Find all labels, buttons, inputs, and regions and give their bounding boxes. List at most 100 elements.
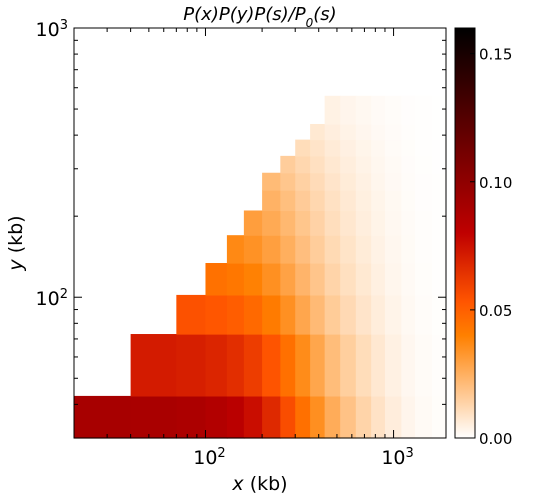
heatmap-cell <box>324 139 341 157</box>
heatmap-cell <box>431 235 447 264</box>
y-axis-label: y (kb) <box>5 215 27 271</box>
heatmap-cell <box>280 190 296 212</box>
heatmap-cell <box>384 139 402 157</box>
heatmap-cell <box>384 123 402 141</box>
heatmap-cell <box>205 395 228 439</box>
heatmap-cell <box>176 395 207 439</box>
heatmap-cell <box>340 123 357 141</box>
heatmap-cell <box>415 235 433 264</box>
heatmap-cell <box>226 263 245 296</box>
heatmap-cell <box>401 172 416 191</box>
heatmap-cell <box>130 334 177 397</box>
heatmap-cell <box>355 95 372 125</box>
heatmap-cell <box>355 190 372 212</box>
heatmap-cell <box>371 334 386 397</box>
heatmap-cell <box>384 294 402 335</box>
x-axis-label: x (kb) <box>231 473 287 495</box>
heatmap-cell <box>310 334 326 397</box>
heatmap-cell <box>431 155 447 174</box>
heatmap-cell <box>176 334 207 397</box>
heatmap-cell <box>415 190 433 212</box>
heatmap-cell <box>280 263 296 296</box>
heatmap-cell <box>340 395 357 439</box>
heatmap-cell <box>310 235 326 264</box>
heatmap-cell <box>295 210 311 236</box>
heatmap-cell <box>415 155 433 174</box>
heatmap-cell <box>340 155 357 174</box>
heatmap-cell <box>401 294 416 335</box>
heatmap-cell <box>431 123 447 141</box>
heatmap-cell <box>205 263 228 296</box>
heatmap-cell <box>415 95 433 125</box>
heatmap-cell <box>262 263 281 296</box>
heatmap-cell <box>280 294 296 335</box>
heatmap-cell <box>401 263 416 296</box>
heatmap-cell <box>295 294 311 335</box>
axis-ticks: 102 103 102 103 <box>36 18 446 470</box>
heatmap-cell <box>340 95 357 125</box>
heatmap-cell <box>226 395 245 439</box>
heatmap-cell <box>355 294 372 335</box>
colorbar-tick-label: 0.15 <box>479 46 512 64</box>
heatmap-cell <box>295 334 311 397</box>
heatmap-cell <box>324 172 341 191</box>
heatmap-cell <box>384 235 402 264</box>
x-tick-label: 103 <box>381 446 413 470</box>
heatmap-cell <box>371 263 386 296</box>
heatmap-cell <box>243 210 263 236</box>
heatmap-cell <box>226 235 245 264</box>
heatmap-cell <box>340 334 357 397</box>
heatmap-cell <box>431 139 447 157</box>
heatmap-cell <box>310 123 326 141</box>
heatmap-cell <box>384 263 402 296</box>
heatmap-cell <box>415 334 433 397</box>
heatmap-cell <box>371 95 386 125</box>
heatmap-cell <box>384 334 402 397</box>
heatmap-cell <box>384 395 402 439</box>
heatmap-cell <box>262 395 281 439</box>
heatmap-cell <box>431 172 447 191</box>
heatmap-cell <box>415 123 433 141</box>
heatmap-cell <box>371 294 386 335</box>
heatmap-cell <box>415 172 433 191</box>
colorbar-tick-label: 0.10 <box>479 174 512 192</box>
heatmap-cell <box>324 95 341 125</box>
heatmap-cell <box>401 334 416 397</box>
heatmap-cell <box>431 294 447 335</box>
heatmap-cell <box>295 139 311 157</box>
heatmap-cell <box>324 190 341 212</box>
heatmap-cell <box>401 395 416 439</box>
plot-frame <box>73 27 447 439</box>
heatmap-cell <box>431 95 447 125</box>
heatmap-cell <box>226 294 245 335</box>
heatmap-cell <box>243 263 263 296</box>
heatmap-cell <box>355 334 372 397</box>
heatmap-cell <box>384 155 402 174</box>
heatmap-cell <box>310 294 326 335</box>
heatmap-cell <box>371 123 386 141</box>
heatmap-cell <box>355 123 372 141</box>
heatmap-cell <box>262 210 281 236</box>
heatmap-cell <box>371 190 386 212</box>
heatmap-cell <box>401 210 416 236</box>
heatmap-cell <box>431 334 447 397</box>
x-tick-label: 102 <box>193 446 225 470</box>
heatmap-cell <box>243 334 263 397</box>
heatmap-cell <box>384 95 402 125</box>
y-tick-label: 103 <box>36 18 68 42</box>
heatmap-cell <box>324 123 341 141</box>
heatmap-cell <box>310 395 326 439</box>
heatmap-cell <box>324 210 341 236</box>
heatmap-cell <box>371 210 386 236</box>
heatmap-cell <box>355 172 372 191</box>
heatmap-cell <box>262 235 281 264</box>
heatmap-cell <box>324 155 341 174</box>
heatmap-cell <box>415 210 433 236</box>
heatmap-cell <box>384 190 402 212</box>
heatmap-cell <box>262 334 281 397</box>
chart-title: P(x)P(y)P(s)/P0(s) <box>183 4 336 30</box>
heatmap-cell <box>280 334 296 397</box>
heatmap-cell <box>355 263 372 296</box>
y-tick-label: 102 <box>36 287 68 311</box>
heatmap-cell <box>355 210 372 236</box>
